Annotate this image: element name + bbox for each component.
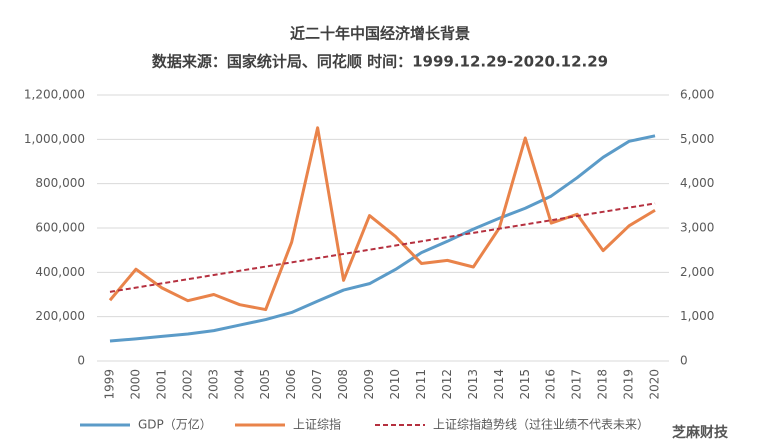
x-tick-label: 2000 xyxy=(128,369,142,400)
legend-label: GDP（万亿） xyxy=(138,417,212,432)
y2-tick-label: 3,000 xyxy=(680,221,714,235)
x-tick-label: 2017 xyxy=(570,369,584,400)
y-tick-label: 1,000,000 xyxy=(24,132,85,146)
series-line xyxy=(109,202,656,293)
y2-tick-label: 2,000 xyxy=(680,265,714,279)
y-tick-label: 800,000 xyxy=(35,176,85,190)
y2-tick-label: 0 xyxy=(680,354,688,368)
x-tick-label: 2003 xyxy=(206,369,220,400)
legend-label: 上证综指趋势线（过往业绩不代表未来） xyxy=(433,417,649,432)
x-tick-label: 2012 xyxy=(440,369,454,400)
x-tick-label: 2001 xyxy=(154,369,168,400)
y-tick-label: 1,200,000 xyxy=(24,88,85,102)
legend-label: 上证综指 xyxy=(293,417,341,432)
x-tick-label: 2004 xyxy=(232,369,246,400)
chart-title: 近二十年中国经济增长背景 xyxy=(290,25,470,43)
x-tick-label: 2006 xyxy=(284,369,298,400)
x-tick-label: 2018 xyxy=(596,369,610,400)
y2-tick-label: 4,000 xyxy=(680,176,714,190)
x-tick-label: 2013 xyxy=(466,369,480,400)
x-tick-label: 2005 xyxy=(258,369,272,400)
y2-tick-label: 6,000 xyxy=(680,88,714,102)
x-tick-label: 2009 xyxy=(362,369,376,400)
y-tick-label: 600,000 xyxy=(35,221,85,235)
x-tick-label: 2019 xyxy=(622,369,636,400)
x-tick-label: 2002 xyxy=(180,369,194,400)
x-tick-label: 2016 xyxy=(544,369,558,400)
x-tick-label: 1999 xyxy=(102,369,116,400)
x-tick-label: 2014 xyxy=(492,369,506,400)
y2-tick-label: 5,000 xyxy=(680,132,714,146)
x-tick-label: 2020 xyxy=(648,369,662,400)
chart-subtitle: 数据来源：国家统计局、同花顺 时间：1999.12.29-2020.12.29 xyxy=(152,53,608,71)
series-line xyxy=(108,126,656,312)
y-tick-label: 0 xyxy=(77,354,85,368)
x-tick-label: 2015 xyxy=(518,369,532,400)
y-tick-label: 400,000 xyxy=(35,265,85,279)
series-line xyxy=(109,134,656,343)
x-tick-label: 2010 xyxy=(388,369,402,400)
watermark: 芝麻财技 xyxy=(672,424,729,441)
x-tick-label: 2007 xyxy=(310,369,324,400)
x-tick-label: 2008 xyxy=(336,369,350,400)
y2-tick-label: 1,000 xyxy=(680,309,714,323)
y-tick-label: 200,000 xyxy=(35,309,85,323)
x-tick-label: 2011 xyxy=(414,369,428,400)
